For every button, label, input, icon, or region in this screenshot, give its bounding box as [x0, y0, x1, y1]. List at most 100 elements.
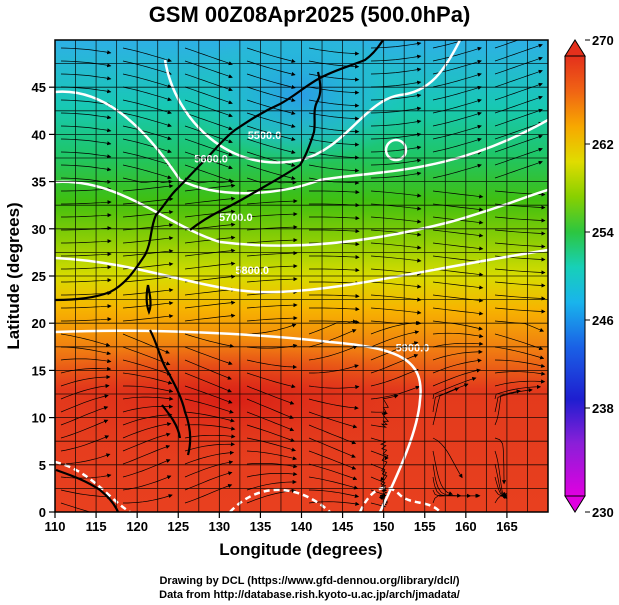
streamline	[494, 56, 543, 75]
streamline	[370, 132, 422, 140]
streamline	[309, 189, 360, 195]
streamline	[494, 389, 521, 426]
streamline	[432, 383, 469, 413]
streamline	[61, 239, 112, 244]
streamline	[308, 125, 360, 134]
streamline	[308, 398, 359, 410]
streamline	[370, 450, 388, 482]
streamline	[60, 489, 112, 499]
colorbar-bottom-triangle	[564, 495, 586, 513]
streamline	[370, 330, 420, 348]
streamline	[122, 177, 173, 184]
contour-5600	[55, 90, 548, 195]
streamline	[494, 437, 507, 485]
streamline	[308, 112, 360, 121]
streamline	[494, 40, 520, 49]
colorbar-label: 270	[592, 33, 614, 48]
colorbar-label: 262	[592, 137, 614, 152]
streamline	[494, 359, 546, 368]
streamline	[308, 319, 358, 335]
streamline	[184, 183, 236, 192]
x-tick-label: 125	[167, 519, 189, 534]
x-tick-label: 110	[45, 519, 66, 534]
streamline	[370, 341, 419, 361]
x-axis-title: Longitude (degrees)	[219, 540, 382, 559]
streamline	[494, 268, 546, 275]
streamline	[184, 73, 233, 92]
streamline	[60, 453, 111, 465]
streamline	[370, 54, 422, 62]
streamline	[60, 473, 112, 479]
streamline	[432, 163, 482, 179]
y-axis-ticks: 0 5 10 15 20 25 30 35 40 45	[32, 80, 55, 520]
streamline	[246, 385, 295, 405]
y-tick-label: 10	[32, 411, 46, 426]
streamline	[60, 151, 112, 159]
streamline	[246, 316, 298, 322]
y-tick-label: 15	[32, 363, 46, 378]
streamline	[122, 210, 174, 218]
streamline	[309, 306, 360, 312]
streamline	[494, 95, 543, 114]
coast-taiwan	[145, 284, 152, 315]
streamline	[308, 47, 360, 56]
streamline	[246, 462, 298, 469]
streamline	[61, 265, 112, 270]
colorbar-label: 254	[592, 225, 614, 240]
streamline	[60, 125, 112, 133]
streamline	[494, 294, 546, 301]
streamline	[370, 93, 422, 101]
map-title: GSM 00Z08Apr2025 (500.0hPa)	[148, 2, 471, 27]
streamline	[432, 72, 482, 88]
streamline	[370, 255, 422, 263]
streamline	[184, 86, 233, 105]
streamline	[494, 121, 543, 140]
streamline	[184, 484, 233, 504]
y-tick-label: 35	[32, 175, 46, 190]
streamline	[60, 333, 111, 347]
streamline	[184, 434, 236, 439]
streamline	[494, 384, 542, 400]
x-tick-label: 130	[208, 519, 230, 534]
streamline	[309, 364, 359, 374]
streamline	[246, 151, 296, 167]
streamline	[122, 444, 171, 465]
streamline	[60, 164, 112, 172]
streamline	[246, 411, 295, 432]
x-tick-label: 140	[291, 519, 313, 534]
contour-label: 5600.0	[194, 154, 228, 166]
streamline	[122, 60, 172, 76]
streamline	[308, 345, 358, 361]
contour-5500	[163, 40, 462, 164]
streamline	[246, 238, 298, 244]
streamline	[184, 112, 233, 131]
colorbar-label: 230	[592, 505, 614, 520]
streamline	[123, 494, 173, 504]
streamline	[246, 277, 298, 283]
streamline	[432, 349, 483, 361]
streamline	[122, 164, 172, 180]
y-tick-label: 20	[32, 316, 46, 331]
streamline	[122, 359, 172, 376]
streamline	[309, 215, 360, 221]
streamline	[246, 212, 298, 218]
y-tick-label: 45	[32, 80, 46, 95]
streamline	[432, 376, 477, 400]
streamline	[432, 332, 484, 339]
streamline	[60, 366, 112, 374]
streamline	[246, 424, 295, 442]
streamline	[308, 463, 358, 481]
x-tick-label: 165	[496, 519, 518, 534]
streamline	[246, 372, 296, 389]
streamline	[122, 184, 174, 192]
streamline	[246, 479, 297, 491]
colorbar-top-triangle	[564, 39, 586, 57]
streamline	[309, 228, 360, 234]
streamline	[308, 501, 360, 506]
streamline	[184, 164, 233, 183]
streamline	[432, 307, 484, 316]
streamline	[184, 99, 233, 118]
y-tick-label: 30	[32, 222, 46, 237]
streamline	[246, 303, 298, 309]
streamline	[494, 450, 508, 499]
